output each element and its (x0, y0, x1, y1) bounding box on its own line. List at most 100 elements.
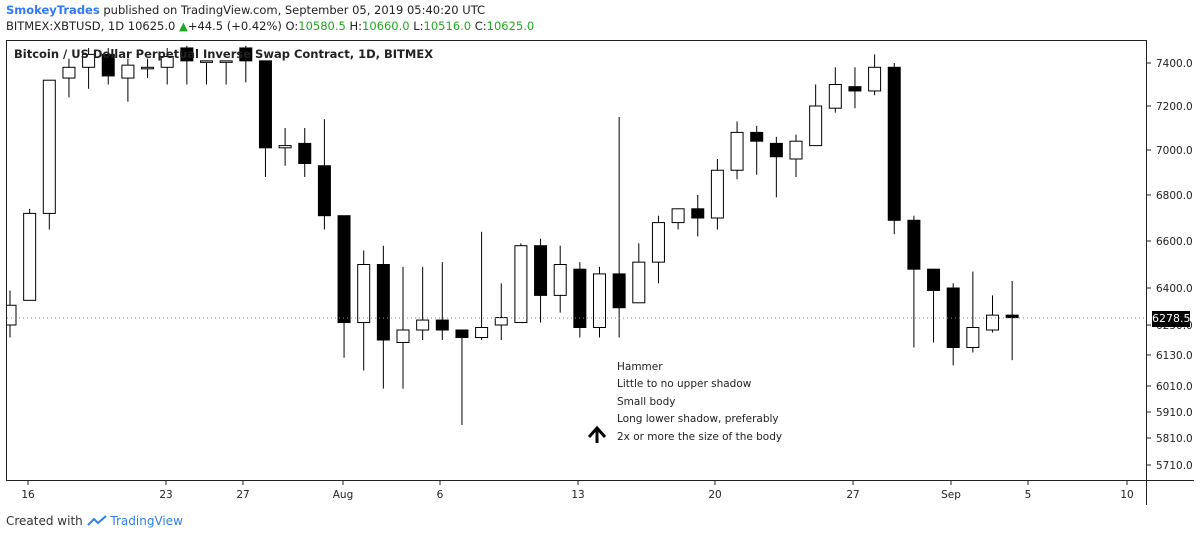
up-arrow-icon (587, 425, 607, 438)
candle-body-bullish (23, 212, 37, 301)
symbol-label: BITMEX:XBTUSD, 1D (6, 19, 125, 33)
candle-body-bearish (180, 47, 194, 62)
candle-body-bearish (1005, 314, 1019, 319)
footer-brand[interactable]: TradingView (110, 514, 183, 528)
ohlc-line: BITMEX:XBTUSD, 1D 10625.0 ▲+44.5 (+0.42%… (6, 19, 534, 33)
candle-body-bearish (239, 47, 253, 62)
candle-body-bearish (534, 245, 548, 296)
last-price: 10625.0 (127, 19, 176, 33)
chart-title: Bitcoin / US Dollar Perpetual Inverse Sw… (14, 47, 434, 61)
tradingview-logo-icon (86, 515, 107, 526)
annotation-line-1: Hammer (617, 361, 663, 373)
candle-body-bullish (396, 329, 410, 343)
candle-body-bearish (769, 142, 783, 158)
publish-text: published on TradingView.com, September … (103, 3, 486, 17)
high-value: 10660.0 (362, 19, 410, 33)
candle-body-bearish (887, 66, 901, 221)
footer-prefix: Created with (6, 514, 83, 528)
candle-body-bullish (357, 264, 371, 324)
y-tick-label: 5910.0 (1156, 407, 1193, 419)
y-tick-label: 6800.0 (1156, 190, 1193, 202)
open-label: O: (285, 19, 299, 33)
x-tick-label: 13 (571, 489, 584, 501)
candle-body-bearish (691, 208, 705, 219)
x-tick-label: Sep (941, 489, 961, 501)
last-price-tag: 6278.5 (1152, 311, 1191, 327)
y-tick-label: 7400.0 (1156, 58, 1193, 70)
candle-body-bullish (966, 327, 980, 348)
candle-body-bullish (82, 53, 96, 68)
y-tick-label: 6010.0 (1156, 381, 1193, 393)
candle-body-bearish (376, 264, 390, 341)
x-tick-label: Aug (333, 489, 354, 501)
x-axis-line (6, 480, 1194, 481)
candle-body-bearish (907, 219, 921, 270)
candle-body-bullish (651, 222, 665, 263)
x-tick-label: 20 (708, 489, 721, 501)
x-tick-label: 23 (159, 489, 172, 501)
open-value: 10580.5 (298, 19, 346, 33)
y-tick-label: 7000.0 (1156, 145, 1193, 157)
candle-body-bullish (868, 66, 882, 92)
candle-body-bearish (337, 215, 351, 324)
candle-body-bullish (593, 273, 606, 328)
candle-body-bullish (200, 60, 213, 63)
x-tick-label: 5 (1025, 489, 1032, 501)
y-tick-label: 6400.0 (1156, 283, 1193, 295)
x-tick-label: 10 (1120, 489, 1133, 501)
candle-body-bearish (573, 268, 587, 329)
close-value: 10625.0 (486, 19, 535, 33)
candle-body-bullish (986, 314, 999, 331)
up-arrow-icon: ▲ (178, 19, 188, 33)
change-value: +44.5 (+0.42%) (187, 19, 282, 33)
candle-body-bullish (828, 84, 842, 109)
candle-body-bearish (455, 329, 469, 338)
candle-body-bullish (141, 66, 155, 70)
publish-info: SmokeyTrades published on TradingView.co… (6, 3, 485, 17)
candle-body-bullish (7, 304, 17, 326)
y-tick-label: 5710.0 (1156, 460, 1193, 472)
candle-body-bullish (514, 245, 528, 324)
candle-body-bearish (258, 60, 272, 149)
candle-body-bearish (612, 273, 626, 309)
y-tick-label: 7200.0 (1156, 101, 1193, 113)
candle-body-bullish (632, 261, 646, 304)
candle-body-bearish (848, 86, 862, 92)
candle-body-bearish (317, 165, 331, 217)
annotation-line-4: Long lower shadow, preferably (617, 413, 779, 425)
annotation-line-5: 2x or more the size of the body (617, 431, 783, 443)
candle-body-bullish (219, 60, 233, 63)
y-tick-label: 5810.0 (1156, 433, 1193, 445)
candle-body-bullish (494, 317, 508, 326)
candle-body-bullish (42, 79, 56, 214)
candles-group (7, 45, 1019, 425)
candle-body-bearish (101, 53, 115, 77)
y-tick-label: 6600.0 (1156, 236, 1193, 248)
author-name[interactable]: SmokeyTrades (6, 3, 100, 17)
candle-body-bullish (789, 140, 803, 160)
candle-body-bullish (730, 131, 744, 171)
close-label: C: (474, 19, 487, 33)
high-label: H: (349, 19, 363, 33)
annotation-line-2: Little to no upper shadow (617, 378, 752, 390)
candle-body-bearish (946, 287, 960, 348)
footer: Created with TradingView (6, 514, 183, 528)
candle-body-bullish (278, 145, 292, 149)
candle-body-bullish (160, 56, 174, 68)
candle-body-bullish (671, 208, 685, 224)
y-tick-label: 6130.0 (1156, 350, 1193, 362)
x-tick-label: 27 (846, 489, 859, 501)
low-label: L: (413, 19, 424, 33)
x-tick-label: 6 (437, 489, 444, 501)
candle-body-bearish (435, 319, 449, 331)
annotation-line-3: Small body (617, 396, 676, 408)
candle-body-bullish (121, 64, 135, 79)
candle-body-bearish (750, 131, 764, 142)
candle-body-bullish (553, 264, 567, 296)
candle-body-bullish (710, 169, 724, 219)
candle-body-bearish (298, 142, 312, 164)
candle-body-bullish (475, 327, 489, 338)
candle-body-bullish (62, 66, 76, 79)
x-tick-label: 27 (236, 489, 249, 501)
